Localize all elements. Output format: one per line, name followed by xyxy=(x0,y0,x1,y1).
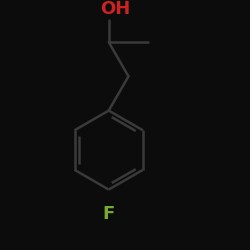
Text: OH: OH xyxy=(100,0,131,18)
Text: F: F xyxy=(102,205,115,223)
